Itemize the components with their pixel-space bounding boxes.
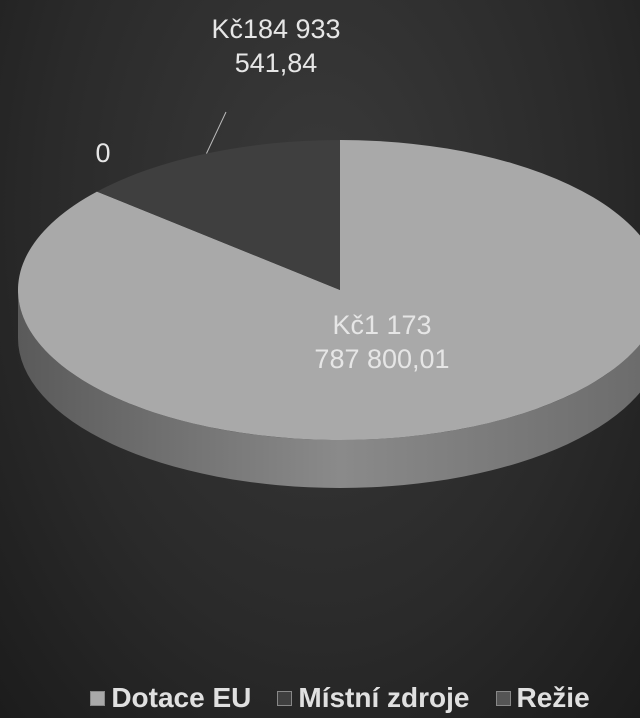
leader-line <box>206 111 227 154</box>
data-label: Kč184 933 541,84 <box>211 14 341 78</box>
legend-label: Dotace EU <box>111 682 252 713</box>
data-label: Kč1 173 787 800,01 <box>314 310 450 374</box>
legend-swatch <box>495 690 511 706</box>
pie-slice <box>96 140 340 290</box>
legend-item: Režie <box>495 678 590 718</box>
legend-swatch <box>277 690 293 706</box>
legend: Dotace EU Místní zdroje Režie <box>0 678 640 718</box>
legend-swatch <box>90 690 106 706</box>
pie-slice <box>18 140 640 440</box>
pie-side <box>18 290 640 488</box>
legend-item: Místní zdroje <box>277 678 470 718</box>
legend-label: Místní zdroje <box>298 682 470 713</box>
legend-item: Dotace EU <box>90 678 251 718</box>
data-label: 0 <box>95 138 111 168</box>
legend-label: Režie <box>516 682 590 713</box>
